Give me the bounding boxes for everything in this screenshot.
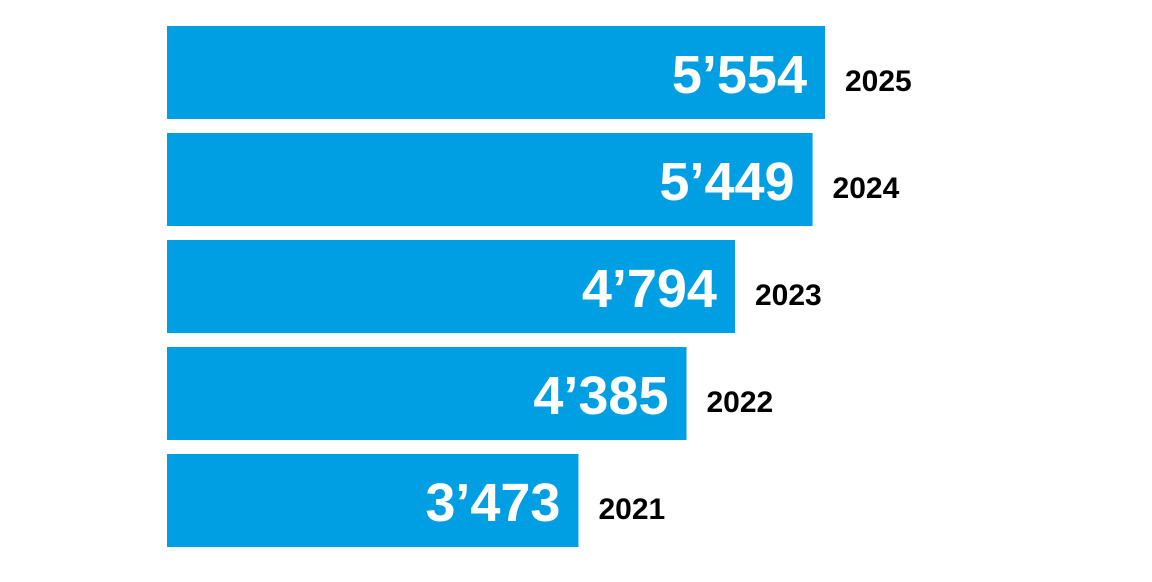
value-label-2024: 5’449 [659, 152, 794, 212]
value-label-2025: 5’554 [672, 45, 807, 105]
category-label-2025: 2025 [845, 65, 912, 98]
value-label-2023: 4’794 [582, 259, 717, 319]
bar-2024 [167, 133, 813, 226]
category-label-2022: 2022 [707, 386, 774, 419]
value-label-2021: 3’473 [425, 473, 560, 533]
category-label-2021: 2021 [598, 493, 665, 526]
bar-2023 [167, 240, 735, 333]
value-label-2022: 4’385 [533, 366, 668, 426]
bar-2025 [167, 26, 825, 119]
bar-2022 [167, 347, 687, 440]
bar-2021 [167, 454, 579, 547]
category-label-2023: 2023 [755, 279, 822, 312]
category-label-2024: 2024 [833, 172, 900, 205]
